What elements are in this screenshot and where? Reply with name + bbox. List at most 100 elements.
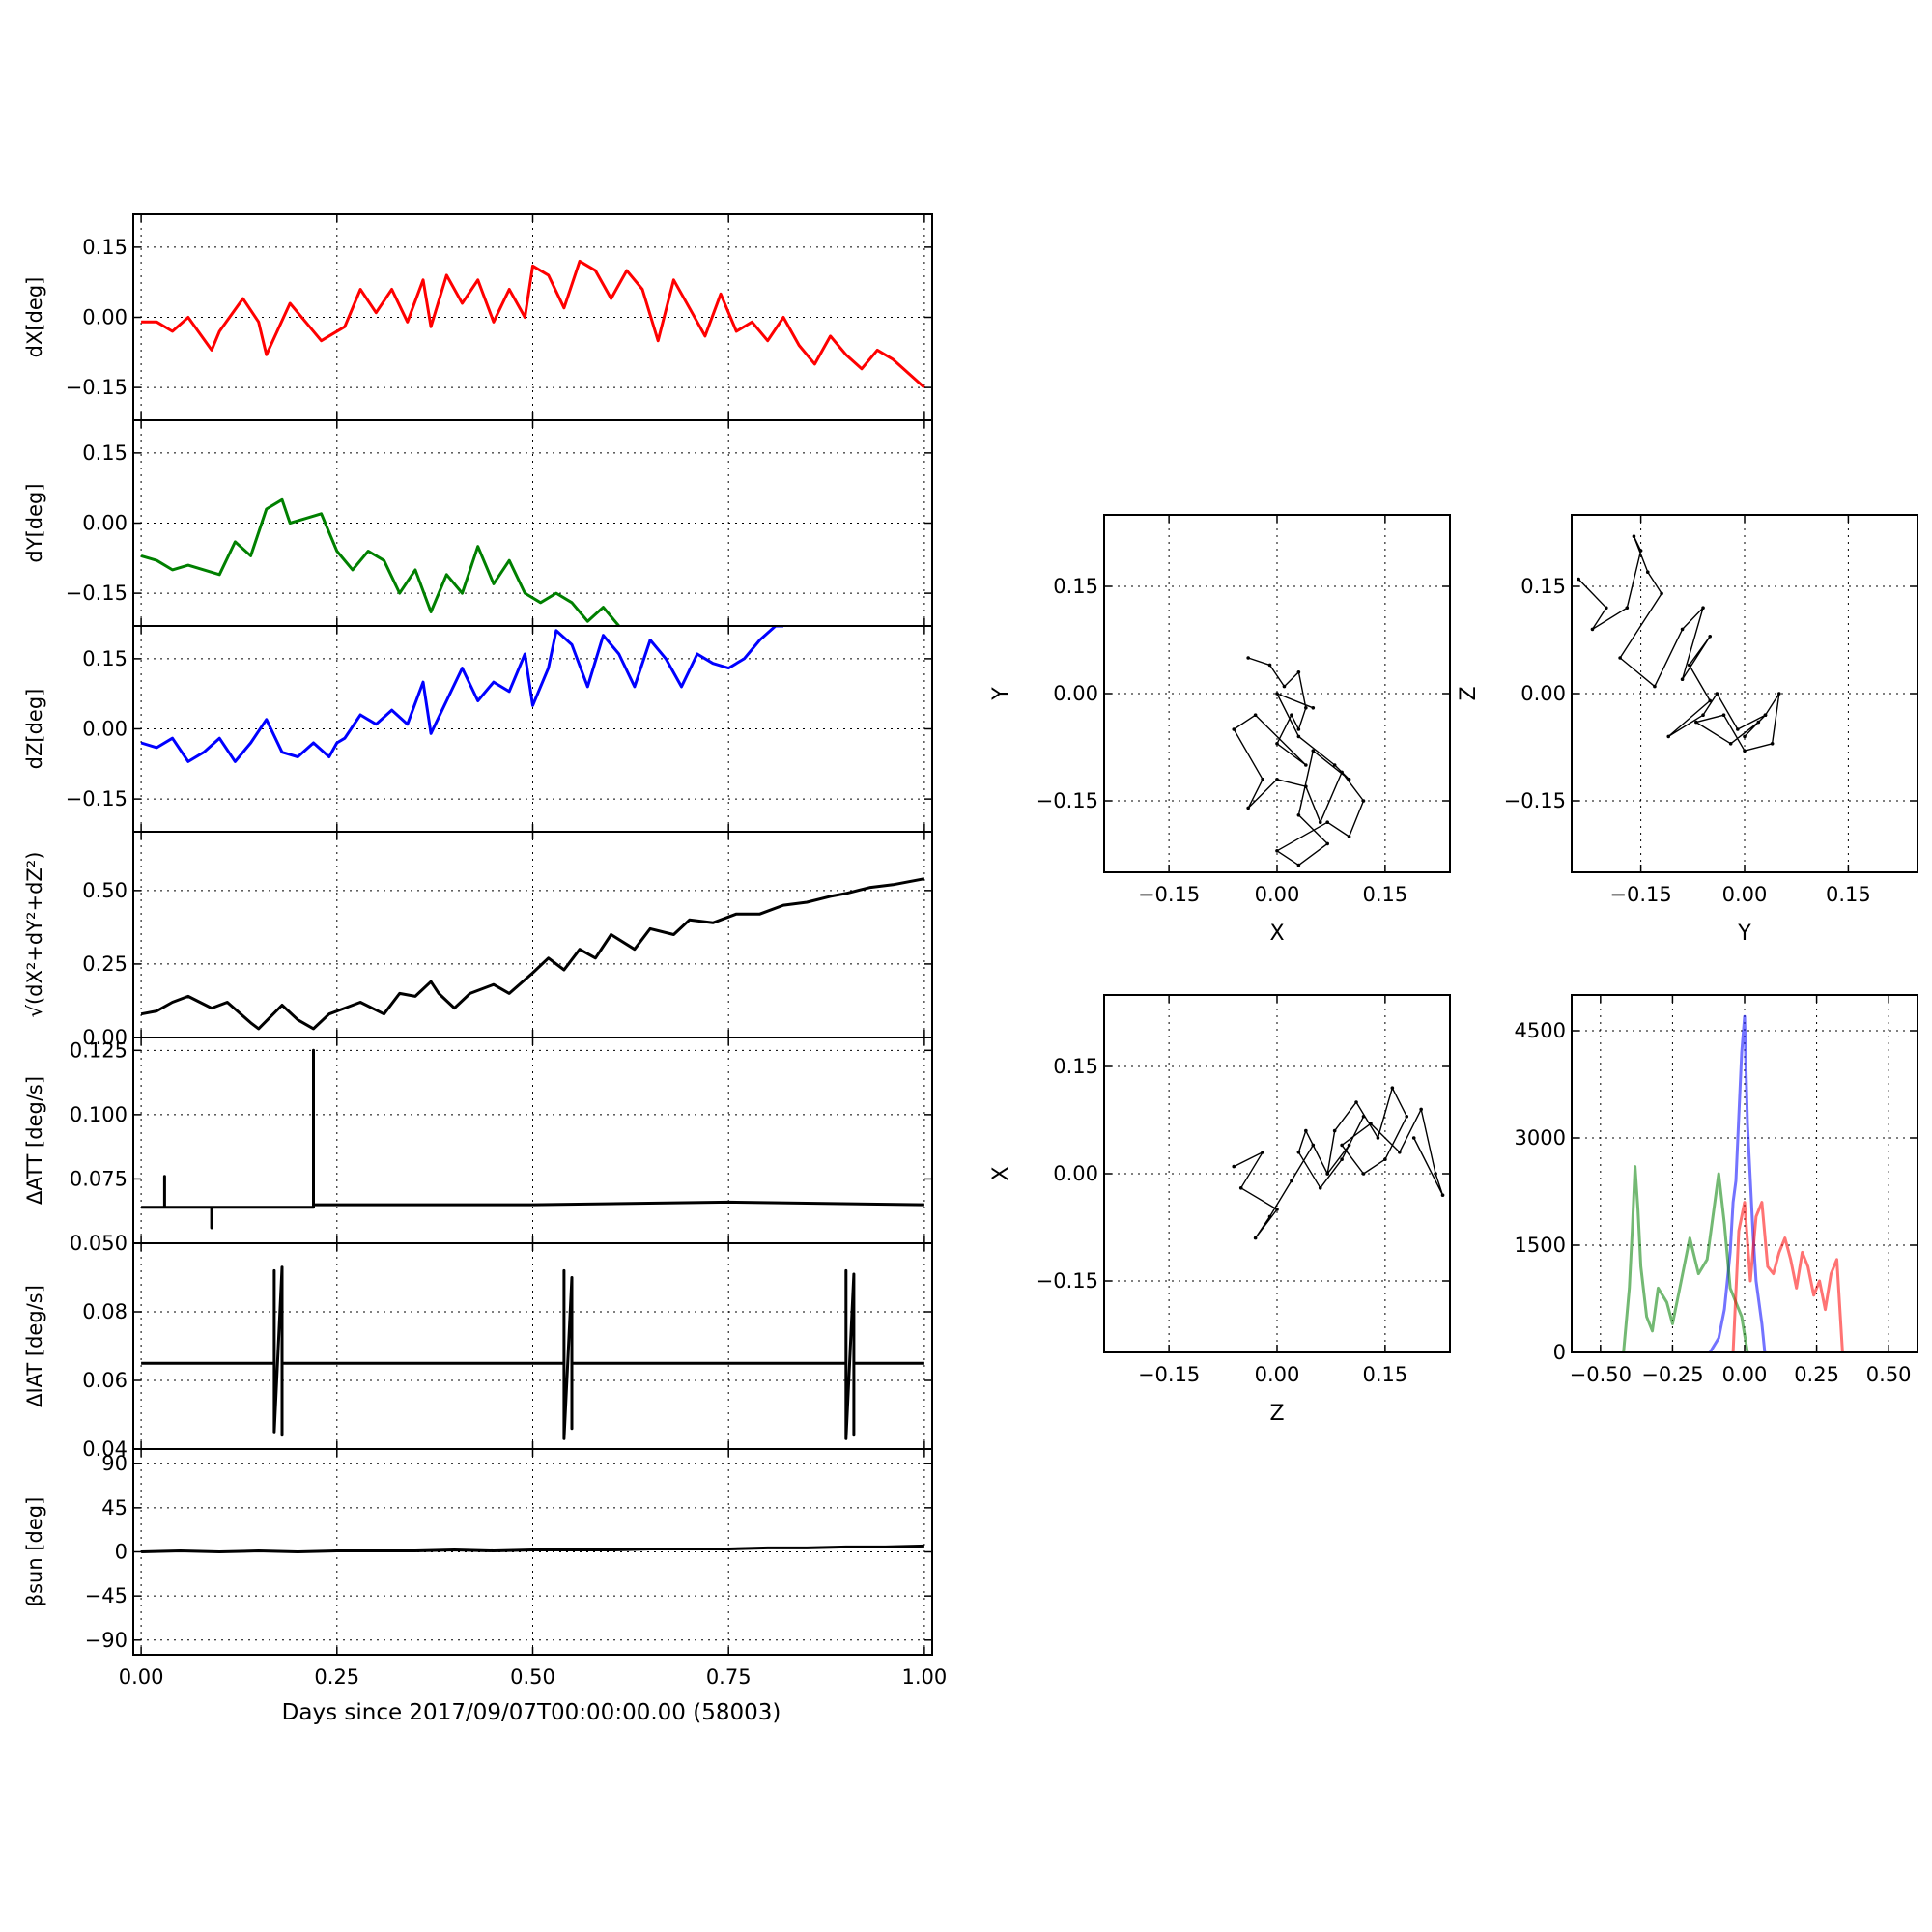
zx-point	[1311, 1143, 1316, 1148]
xy-point	[1304, 706, 1308, 710]
zx-xtick-label: 0.15	[1362, 1363, 1407, 1386]
dx-ytick-label: −0.15	[66, 376, 128, 399]
dr-data	[140, 877, 925, 1031]
xy-point	[1325, 820, 1330, 824]
diat-ytick-label: 0.08	[82, 1300, 128, 1323]
xy-xtick-label: −0.15	[1138, 883, 1200, 906]
yz-point	[1743, 749, 1747, 753]
zx-point	[1318, 1186, 1322, 1190]
dx-ylabel: dX[deg]	[23, 277, 46, 358]
beta-series-line	[141, 1544, 924, 1553]
dz-series-line	[140, 626, 783, 763]
hist-series-line	[1731, 1201, 1844, 1352]
datt-ytick-label: 0.125	[70, 1038, 128, 1062]
yz-point	[1632, 534, 1636, 538]
zx-point	[1261, 1151, 1264, 1154]
xy-point	[1347, 778, 1351, 781]
datt-series-line	[141, 1048, 924, 1230]
zx-point	[1332, 1128, 1337, 1133]
zx-xtick-label: −0.15	[1138, 1363, 1200, 1386]
yz-point	[1638, 549, 1643, 553]
yz-data	[1577, 534, 1781, 753]
zx-series-line	[1233, 1087, 1444, 1239]
xy-point	[1253, 713, 1258, 717]
yz-point	[1708, 698, 1712, 703]
yz-point	[1680, 627, 1685, 632]
dy-ytick-label: −0.15	[66, 582, 128, 605]
yz-point	[1715, 692, 1719, 696]
panel-dx: 0.15 0.00 −0.15 dX[deg]	[23, 213, 933, 421]
yz-point	[1577, 577, 1580, 582]
zx-point	[1325, 1172, 1330, 1176]
dz-data	[140, 626, 783, 763]
yz-ylabel: Z	[1457, 686, 1481, 700]
yz-point	[1736, 727, 1740, 731]
dr-ytick-label: 0.25	[82, 952, 128, 976]
xy-point	[1246, 806, 1250, 810]
yz-xtick-label: 0.00	[1722, 883, 1768, 906]
yz-point	[1618, 656, 1622, 660]
hist-xtick-label: 0.50	[1866, 1363, 1912, 1386]
hist-series-line	[1708, 1014, 1767, 1352]
zx-point	[1340, 1157, 1344, 1161]
yz-point	[1701, 713, 1705, 717]
figure-xlabel: Days since 2017/09/07T00:00:00.00 (58003…	[282, 1700, 781, 1725]
zx-point	[1411, 1136, 1416, 1140]
panel-xy: −0.15 0.00 0.15 0.15 0.00 −0.15 Y X	[989, 514, 1451, 946]
zx-point	[1361, 1115, 1366, 1119]
yz-point	[1721, 713, 1726, 717]
hist-xtick-label: 0.25	[1794, 1363, 1839, 1386]
zx-point	[1369, 1122, 1373, 1125]
panel-hist: −0.50 −0.25 0.00 0.25 0.50 4500 3000 1500 0	[1515, 994, 1918, 1386]
dy-ytick-label: 0.00	[82, 512, 128, 535]
diat-series-line	[141, 1265, 924, 1440]
yz-point	[1680, 677, 1685, 681]
xy-series-line	[1233, 657, 1365, 867]
panel-yz: −0.15 0.00 0.15 0.15 0.00 −0.15 Z Y	[1457, 514, 1918, 946]
zx-ytick-label: −0.15	[1037, 1269, 1098, 1293]
panel-diat: 0.08 0.06 0.04 ΔIAT [deg/s]	[23, 1242, 933, 1461]
yz-point	[1590, 627, 1595, 632]
zx-ylabel: X	[989, 1166, 1013, 1180]
xy-point	[1282, 684, 1287, 689]
xy-xtick-label: 0.15	[1362, 883, 1407, 906]
zx-point	[1290, 1179, 1293, 1183]
zx-point	[1253, 1236, 1258, 1240]
beta-data	[141, 1544, 924, 1553]
datt-ytick-label: 0.075	[70, 1167, 128, 1190]
zx-data	[1232, 1086, 1445, 1240]
beta-xtick-label: 0.50	[510, 1665, 555, 1689]
xy-xtick-label: 0.00	[1255, 883, 1300, 906]
zx-point	[1304, 1128, 1308, 1133]
zx-xlabel: Z	[1269, 1402, 1284, 1426]
zx-point	[1383, 1157, 1387, 1161]
diat-ytick-label: 0.04	[82, 1437, 128, 1461]
xy-ytick-label: −0.15	[1037, 789, 1098, 812]
dy-ytick-label: 0.15	[82, 441, 128, 465]
yz-point	[1605, 606, 1608, 610]
xy-point	[1267, 663, 1272, 668]
beta-xtick-label: 1.00	[902, 1665, 948, 1689]
xy-point	[1296, 670, 1301, 674]
hist-xtick-label: −0.50	[1570, 1363, 1632, 1386]
xy-point	[1275, 849, 1279, 853]
xy-point	[1275, 692, 1279, 696]
dy-series-line	[140, 497, 620, 626]
yz-point	[1708, 635, 1712, 639]
dz-ytick-label: 0.00	[82, 718, 128, 741]
yz-series-line	[1577, 535, 1780, 752]
dy-ylabel: dY[deg]	[23, 483, 46, 562]
zx-point	[1296, 1151, 1301, 1154]
dz-ytick-label: −0.15	[66, 787, 128, 810]
xy-point	[1261, 778, 1264, 781]
hist-series-line	[1622, 1165, 1749, 1352]
yz-ytick-label: −0.15	[1504, 789, 1566, 812]
zx-point	[1390, 1086, 1395, 1090]
hist-ytick-label: 0	[1553, 1341, 1566, 1364]
yz-point	[1694, 720, 1698, 724]
yz-point	[1645, 570, 1650, 574]
xy-ytick-label: 0.15	[1053, 575, 1098, 598]
xy-point	[1340, 770, 1344, 775]
diat-ytick-label: 0.06	[82, 1369, 128, 1392]
